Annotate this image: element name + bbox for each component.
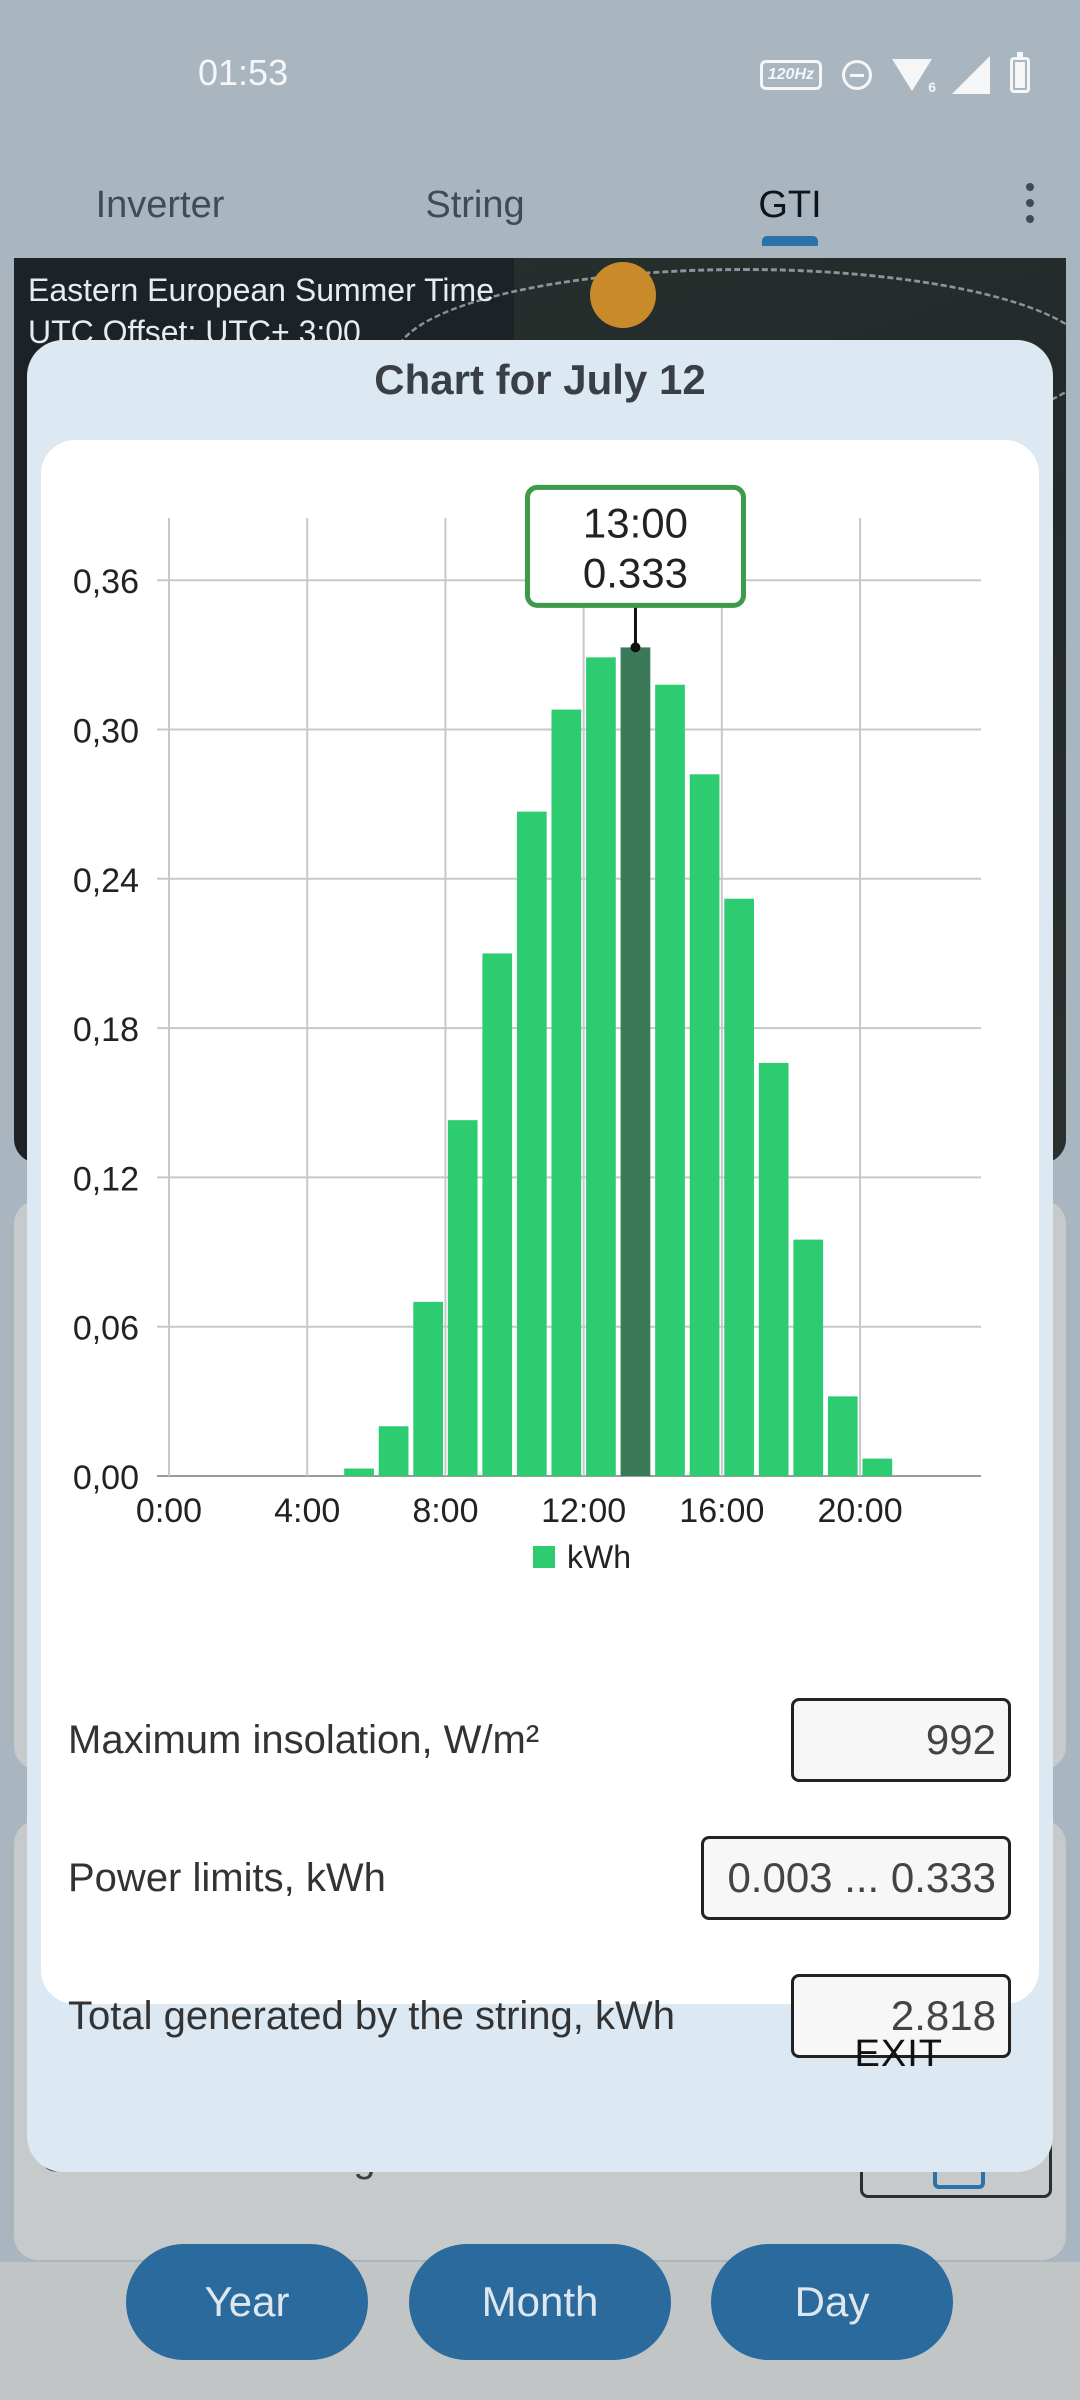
legend-swatch bbox=[533, 1546, 555, 1568]
legend-label: kWh bbox=[567, 1539, 631, 1575]
month-button[interactable]: Month bbox=[409, 2244, 671, 2360]
bar-1800 bbox=[793, 1239, 824, 1476]
daily-generation-chart[interactable]: 0,00 0,06 0,12 0,18 0,24 0,30 0,36 0:00 4:00 8:00… bbox=[41, 440, 1039, 1670]
bar-1400 bbox=[655, 684, 685, 1476]
refresh-rate-icon: 120Hz bbox=[759, 60, 822, 90]
y-tick-label: 0,06 bbox=[73, 1310, 139, 1348]
cell-signal-icon bbox=[952, 56, 990, 94]
year-button[interactable]: Year bbox=[126, 2244, 368, 2360]
tab-inverter[interactable]: Inverter bbox=[95, 183, 225, 226]
wifi-badge: 6 bbox=[928, 79, 936, 95]
bar-500 bbox=[344, 1468, 374, 1476]
sun-icon bbox=[590, 262, 656, 328]
total-generated-label: Total generated by the string, kWh bbox=[68, 1994, 675, 2038]
do-not-disturb-icon bbox=[842, 60, 872, 90]
bar-2000 bbox=[862, 1458, 893, 1476]
battery-icon bbox=[1010, 52, 1030, 93]
day-button[interactable]: Day bbox=[711, 2244, 953, 2360]
tooltip-value: 0.333 bbox=[583, 549, 688, 596]
y-tick-label: 0,00 bbox=[73, 1459, 139, 1497]
bar-900 bbox=[482, 953, 513, 1476]
bar-1300 bbox=[620, 647, 651, 1476]
highlight-tooltip bbox=[524, 484, 746, 608]
bar-1100 bbox=[551, 709, 582, 1476]
bar-1000 bbox=[516, 811, 547, 1476]
x-tick-label: 8:00 bbox=[412, 1492, 478, 1530]
x-tick-label: 4:00 bbox=[274, 1492, 340, 1530]
timezone-name: Eastern European Summer Time bbox=[28, 272, 494, 308]
tab-bar: Inverter String GTI bbox=[0, 150, 1080, 260]
bar-600 bbox=[378, 1426, 409, 1476]
bar-1500 bbox=[689, 774, 720, 1476]
total-generated-row: Total generated by the string, kWh 2.818 bbox=[41, 1974, 1039, 2064]
y-tick-label: 0,30 bbox=[73, 713, 139, 751]
bar-700 bbox=[413, 1301, 444, 1476]
bar-800 bbox=[447, 1120, 478, 1476]
max-insolation-field: 992 bbox=[791, 1698, 1011, 1782]
x-tick-label: 16:00 bbox=[679, 1492, 764, 1530]
exit-button[interactable]: EXIT bbox=[854, 2032, 943, 2075]
chart-dialog: Chart for July 12 0,00 0,06 0,12 0,18 0,24 0,… bbox=[27, 340, 1053, 2172]
status-bar: 01:53 120Hz 6 bbox=[0, 0, 1080, 150]
power-limits-field: 0.003 ... 0.333 bbox=[701, 1836, 1011, 1920]
y-tick-label: 0,24 bbox=[73, 862, 139, 900]
active-tab-indicator bbox=[762, 236, 818, 246]
tab-string[interactable]: String bbox=[425, 183, 525, 226]
clock: 01:53 bbox=[198, 52, 289, 93]
dialog-content-card: 0,00 0,06 0,12 0,18 0,24 0,30 0,36 0:00 4:00 8:00… bbox=[41, 440, 1039, 2058]
bar-1900 bbox=[827, 1396, 858, 1476]
bar-1700 bbox=[758, 1062, 789, 1476]
status-icons: 120Hz 6 bbox=[759, 52, 1030, 95]
max-insolation-label: Maximum insolation, W/m² bbox=[68, 1718, 540, 1762]
x-tick-label: 12:00 bbox=[541, 1492, 626, 1530]
bar-1600 bbox=[724, 898, 754, 1476]
max-insolation-row: Maximum insolation, W/m² 992 bbox=[41, 1698, 1039, 1788]
total-generated-field: 2.818 bbox=[791, 1974, 1011, 2058]
x-tick-label: 0:00 bbox=[136, 1492, 202, 1530]
highlight-marker-dot bbox=[630, 642, 641, 653]
bar-1200 bbox=[586, 657, 616, 1476]
x-tick-label: 20:00 bbox=[818, 1492, 903, 1530]
power-limits-row: Power limits, kWh 0.003 ... 0.333 bbox=[41, 1836, 1039, 1926]
y-tick-label: 0,12 bbox=[73, 1160, 139, 1198]
power-limits-label: Power limits, kWh bbox=[68, 1856, 386, 1900]
wifi-icon: 6 bbox=[892, 59, 936, 95]
y-tick-label: 0,36 bbox=[73, 563, 139, 601]
overflow-menu-icon[interactable] bbox=[1000, 168, 1060, 238]
dialog-title: Chart for July 12 bbox=[374, 356, 706, 403]
tooltip-time: 13:00 bbox=[583, 499, 688, 546]
tab-gti[interactable]: GTI bbox=[758, 183, 822, 226]
y-tick-label: 0,18 bbox=[73, 1011, 139, 1049]
